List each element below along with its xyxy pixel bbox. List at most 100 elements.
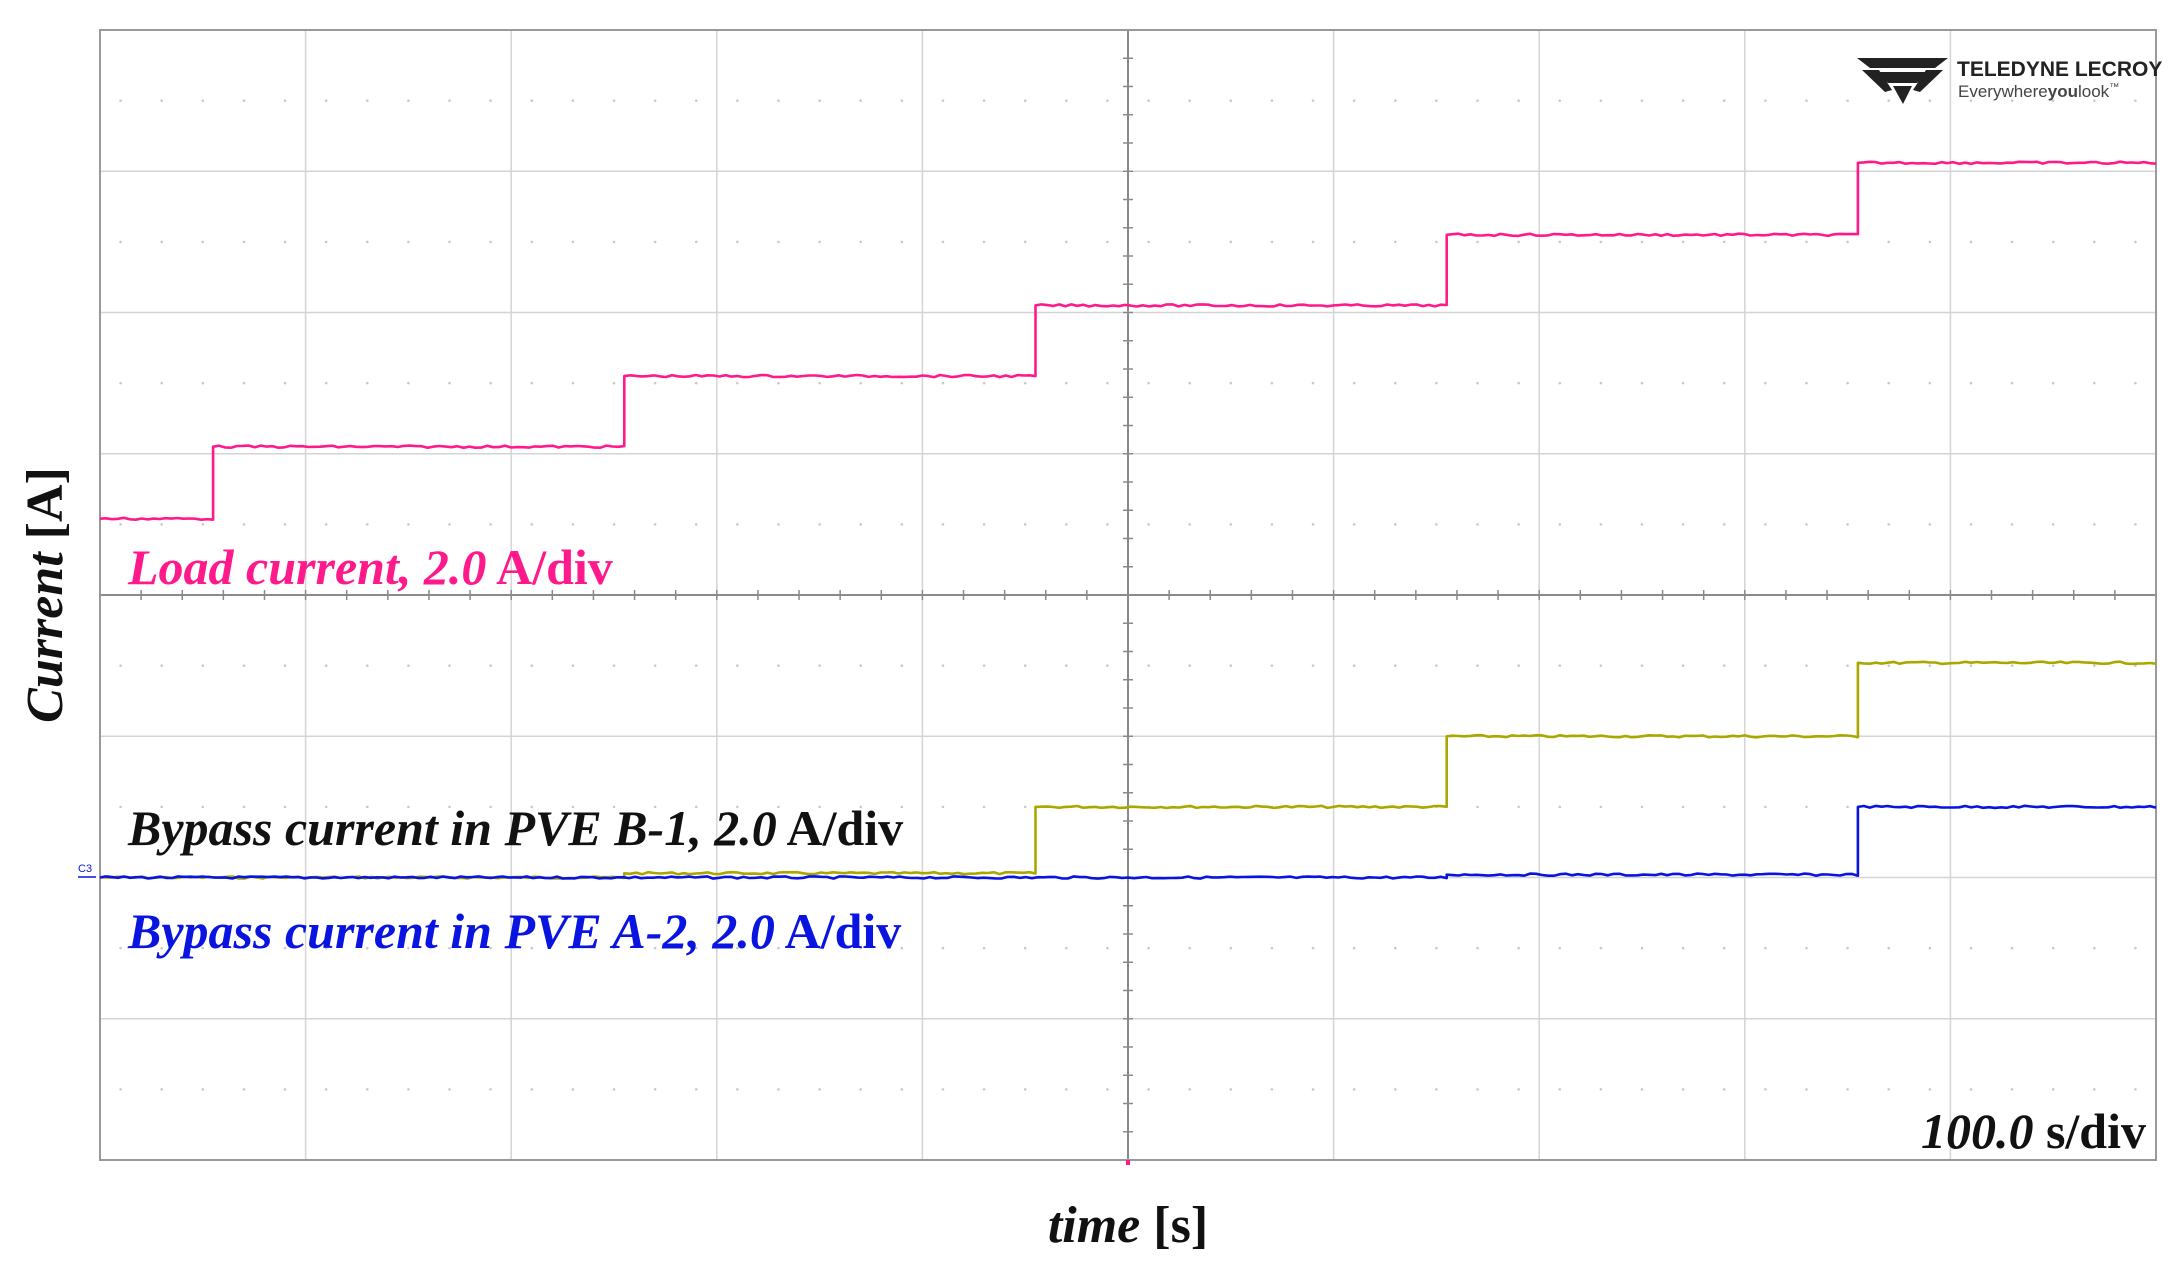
grid-dot xyxy=(1722,99,1726,102)
grid-dot xyxy=(1476,240,1479,244)
grid-dot xyxy=(119,1088,122,1091)
grid-dot xyxy=(1681,1088,1685,1091)
grid-dot xyxy=(1969,240,1973,244)
grid-dot xyxy=(2051,99,2055,102)
grid-dot xyxy=(2051,381,2055,385)
grid-dot xyxy=(1640,99,1644,102)
grid-dot xyxy=(859,664,863,667)
grid-dot xyxy=(324,1088,328,1091)
grid-dot xyxy=(571,805,575,809)
grid-dot xyxy=(1270,1088,1274,1091)
grid-dot xyxy=(900,664,904,667)
grid-dot xyxy=(201,99,205,102)
grid-dot xyxy=(736,99,739,102)
grid-dot xyxy=(736,240,739,244)
grid-dot xyxy=(1764,946,1767,950)
grid-dot xyxy=(777,664,780,667)
grid-dot xyxy=(365,805,369,809)
grid-dot xyxy=(2134,523,2137,526)
grid-dot xyxy=(1106,664,1109,667)
grid-dot xyxy=(530,99,534,102)
grid-dot xyxy=(1517,523,1520,526)
grid-dot xyxy=(1722,240,1726,244)
grid-dot xyxy=(2010,664,2014,667)
grid-dot xyxy=(694,664,698,667)
grid-dot xyxy=(1969,381,1973,385)
grid-dot xyxy=(1023,946,1027,950)
grid-dot xyxy=(1599,664,1603,667)
grid-dot xyxy=(1764,240,1767,244)
grid-dot xyxy=(1147,664,1150,667)
grid-dot xyxy=(1311,240,1315,244)
grid-dot xyxy=(694,381,698,385)
grid-dot xyxy=(2051,240,2055,244)
grid-dot xyxy=(1188,381,1191,385)
grid-dot xyxy=(1476,1088,1479,1091)
grid-dot xyxy=(777,99,780,102)
grid-dot xyxy=(2093,523,2096,526)
grid-dot xyxy=(2134,381,2137,385)
grid-dot xyxy=(365,99,369,102)
grid-dot xyxy=(612,523,616,526)
grid-dot xyxy=(201,1088,205,1091)
grid-dot xyxy=(1805,523,1808,526)
grid-dot xyxy=(2093,99,2096,102)
grid-dot xyxy=(612,99,616,102)
grid-dot xyxy=(1805,99,1808,102)
grid-dot xyxy=(653,523,657,526)
grid-dot xyxy=(982,946,986,950)
grid-dot xyxy=(1681,381,1685,385)
grid-dot xyxy=(324,664,328,667)
grid-dot xyxy=(859,240,863,244)
grid-dot xyxy=(283,381,287,385)
grid-dot xyxy=(2093,1088,2096,1091)
grid-dot xyxy=(1229,523,1233,526)
grid-dot xyxy=(1352,381,1356,385)
grid-dot xyxy=(530,240,534,244)
grid-dot xyxy=(530,805,534,809)
grid-dot xyxy=(2134,946,2137,950)
grid-dot xyxy=(242,946,246,950)
grid-dot xyxy=(365,523,369,526)
grid-dot xyxy=(365,664,369,667)
grid-dot xyxy=(1065,946,1068,950)
grid-dot xyxy=(571,523,575,526)
grid-dot xyxy=(2093,664,2096,667)
grid-dot xyxy=(530,664,534,667)
grid-dot xyxy=(1764,381,1767,385)
grid-dot xyxy=(1846,99,1849,102)
grid-dot xyxy=(900,381,904,385)
grid-dot xyxy=(1229,99,1233,102)
grid-dot xyxy=(242,99,246,102)
grid-dot xyxy=(1106,946,1109,950)
grid-dot xyxy=(1599,523,1603,526)
grid-dot xyxy=(900,946,904,950)
grid-dot xyxy=(1722,523,1726,526)
grid-dot xyxy=(119,805,122,809)
grid-dot xyxy=(1969,99,1973,102)
grid-dot xyxy=(777,946,780,950)
grid-dot xyxy=(1393,99,1397,102)
grid-dot xyxy=(941,523,945,526)
grid-dot xyxy=(571,946,575,950)
grid-dot xyxy=(571,1088,575,1091)
grid-dot xyxy=(201,664,205,667)
grid-dot xyxy=(2010,946,2014,950)
grid-dot xyxy=(242,664,246,667)
grid-dot xyxy=(283,664,287,667)
grid-dot xyxy=(407,664,410,667)
grid-dot xyxy=(1969,664,1973,667)
grid-dot xyxy=(2093,946,2096,950)
grid-dot xyxy=(1311,946,1315,950)
grid-dot xyxy=(1065,1088,1068,1091)
grid-dot xyxy=(119,240,122,244)
grid-dot xyxy=(612,946,616,950)
grid-dot xyxy=(1558,1088,1562,1091)
grid-dot xyxy=(160,240,163,244)
traces xyxy=(99,160,2157,880)
grid-dot xyxy=(489,664,492,667)
grid-dot xyxy=(1928,523,1932,526)
grid-dot xyxy=(982,99,986,102)
grid-dot xyxy=(1928,1088,1932,1091)
